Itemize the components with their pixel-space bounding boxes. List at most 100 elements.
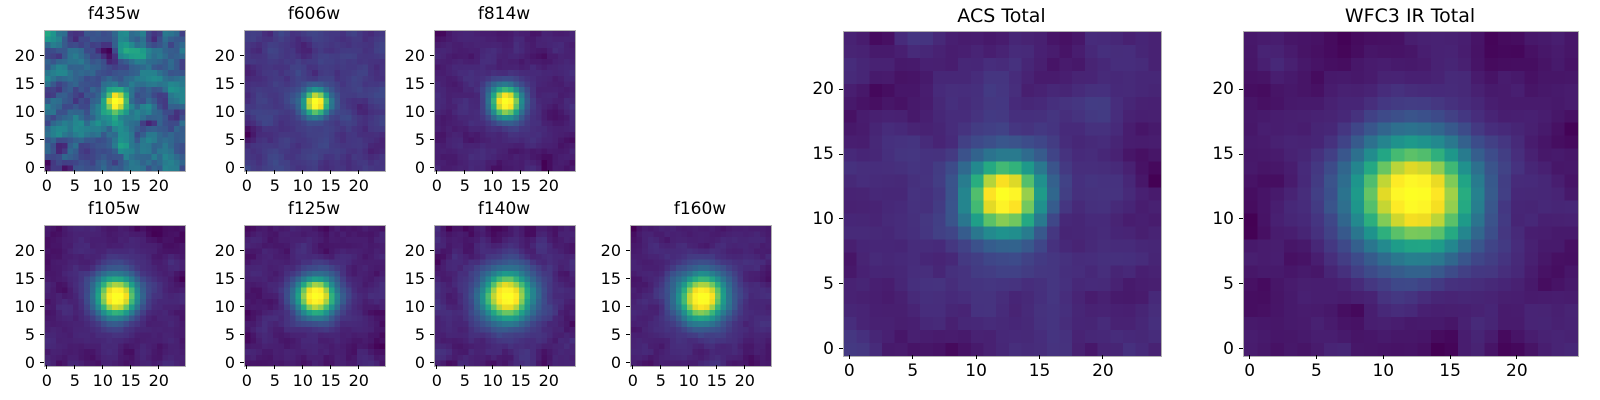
y-tick-label: 10: [214, 297, 235, 317]
y-tick-mark: [430, 166, 434, 168]
x-tick-mark: [274, 170, 276, 174]
x-tick-label: 0: [627, 371, 638, 390]
y-tick-mark: [240, 333, 244, 335]
y-tick-mark: [40, 82, 44, 84]
plot-area-wfc3_ir_total: [1243, 31, 1579, 357]
y-tick-mark: [240, 110, 244, 112]
x-tick-mark: [46, 170, 48, 174]
y-tick-mark: [430, 249, 434, 251]
x-tick-label: 0: [431, 371, 442, 390]
x-tick-mark: [848, 355, 850, 359]
y-tick-mark: [40, 361, 44, 363]
y-tick-label: 20: [14, 46, 35, 66]
x-tick-label: 20: [348, 371, 369, 390]
panel-title: WFC3 IR Total: [1344, 5, 1476, 27]
y-tick-mark: [430, 333, 434, 335]
y-tick-label: 10: [404, 297, 425, 317]
y-tick-label: 15: [812, 144, 834, 165]
y-tick-mark: [240, 166, 244, 168]
x-tick-mark: [330, 170, 332, 174]
x-tick-label: 20: [538, 176, 559, 195]
x-tick-mark: [912, 355, 914, 359]
y-tick-mark: [40, 54, 44, 56]
y-tick-mark: [240, 305, 244, 307]
x-tick-label: 10: [292, 371, 313, 390]
y-tick-mark: [240, 277, 244, 279]
panel-wfc3_ir_total: WFC3 IR Total 0 5 10 15 20 0 5 10 15 20: [1183, 5, 1579, 383]
x-tick-label: 20: [348, 176, 369, 195]
x-tick-label: 5: [459, 371, 470, 390]
x-tick-mark: [130, 365, 132, 369]
x-tick-mark: [1102, 355, 1104, 359]
y-tick-label: 0: [414, 353, 425, 373]
x-tick-label: 5: [269, 176, 280, 195]
y-tick-label: 10: [404, 102, 425, 122]
y-tick-mark: [1239, 283, 1243, 285]
x-tick-mark: [102, 170, 104, 174]
x-tick-mark: [158, 365, 160, 369]
x-tick-mark: [548, 365, 550, 369]
plot-area-f435w: [44, 30, 186, 172]
heatmap-image-f606w: [245, 31, 385, 171]
x-tick-label: 10: [92, 176, 113, 195]
x-tick-label: 20: [1092, 361, 1114, 381]
x-tick-mark: [358, 365, 360, 369]
y-tick-label: 0: [24, 158, 35, 178]
x-tick-label: 0: [241, 371, 252, 390]
panel-acs_total: ACS Total 0 5 10 15 20 0 5 10 15 20: [783, 5, 1162, 383]
x-tick-label: 20: [148, 176, 169, 195]
x-tick-mark: [158, 170, 160, 174]
plot-area-f140w: [434, 225, 576, 367]
y-tick-label: 15: [1212, 144, 1234, 165]
x-tick-label: 15: [1439, 361, 1461, 381]
x-tick-label: 0: [41, 371, 52, 390]
y-tick-label: 20: [1212, 79, 1234, 100]
y-tick-label: 20: [214, 46, 235, 66]
y-tick-mark: [240, 138, 244, 140]
y-tick-mark: [626, 305, 630, 307]
x-tick-label: 15: [706, 371, 727, 390]
x-tick-mark: [464, 365, 466, 369]
y-tick-label: 15: [600, 269, 621, 289]
y-tick-mark: [626, 333, 630, 335]
x-tick-mark: [358, 170, 360, 174]
y-tick-mark: [430, 54, 434, 56]
x-tick-label: 20: [1506, 361, 1528, 381]
x-tick-mark: [688, 365, 690, 369]
y-tick-label: 0: [610, 353, 621, 373]
heatmap-image-f125w: [245, 226, 385, 366]
y-tick-label: 0: [1223, 338, 1234, 359]
y-tick-label: 20: [404, 241, 425, 261]
y-tick-mark: [839, 88, 843, 90]
x-tick-mark: [1449, 355, 1451, 359]
panel-f140w: f140w 0 5 10 15 20 0 5 10 15 20: [374, 199, 576, 393]
panel-title: f125w: [287, 199, 341, 219]
x-tick-label: 0: [431, 176, 442, 195]
y-tick-label: 10: [1212, 208, 1234, 229]
x-tick-mark: [102, 365, 104, 369]
panel-f606w: f606w 0 5 10 15 20 0 5 10 15 20: [184, 4, 386, 198]
x-tick-mark: [436, 170, 438, 174]
heatmap-image-wfc3_ir_total: [1244, 32, 1578, 356]
x-tick-mark: [492, 170, 494, 174]
panel-title: f140w: [477, 199, 531, 219]
x-tick-label: 10: [678, 371, 699, 390]
x-tick-label: 10: [482, 371, 503, 390]
y-tick-label: 5: [224, 130, 235, 150]
y-tick-label: 20: [404, 46, 425, 66]
plot-area-f606w: [244, 30, 386, 172]
y-tick-label: 10: [214, 102, 235, 122]
x-tick-label: 5: [269, 371, 280, 390]
x-tick-mark: [74, 365, 76, 369]
y-tick-label: 20: [214, 241, 235, 261]
x-tick-mark: [975, 355, 977, 359]
x-tick-label: 15: [320, 176, 341, 195]
x-tick-label: 20: [148, 371, 169, 390]
y-tick-label: 5: [823, 273, 834, 294]
y-tick-label: 5: [1223, 273, 1234, 294]
x-tick-label: 10: [292, 176, 313, 195]
x-tick-label: 15: [320, 371, 341, 390]
y-tick-label: 0: [24, 353, 35, 373]
y-tick-mark: [240, 54, 244, 56]
